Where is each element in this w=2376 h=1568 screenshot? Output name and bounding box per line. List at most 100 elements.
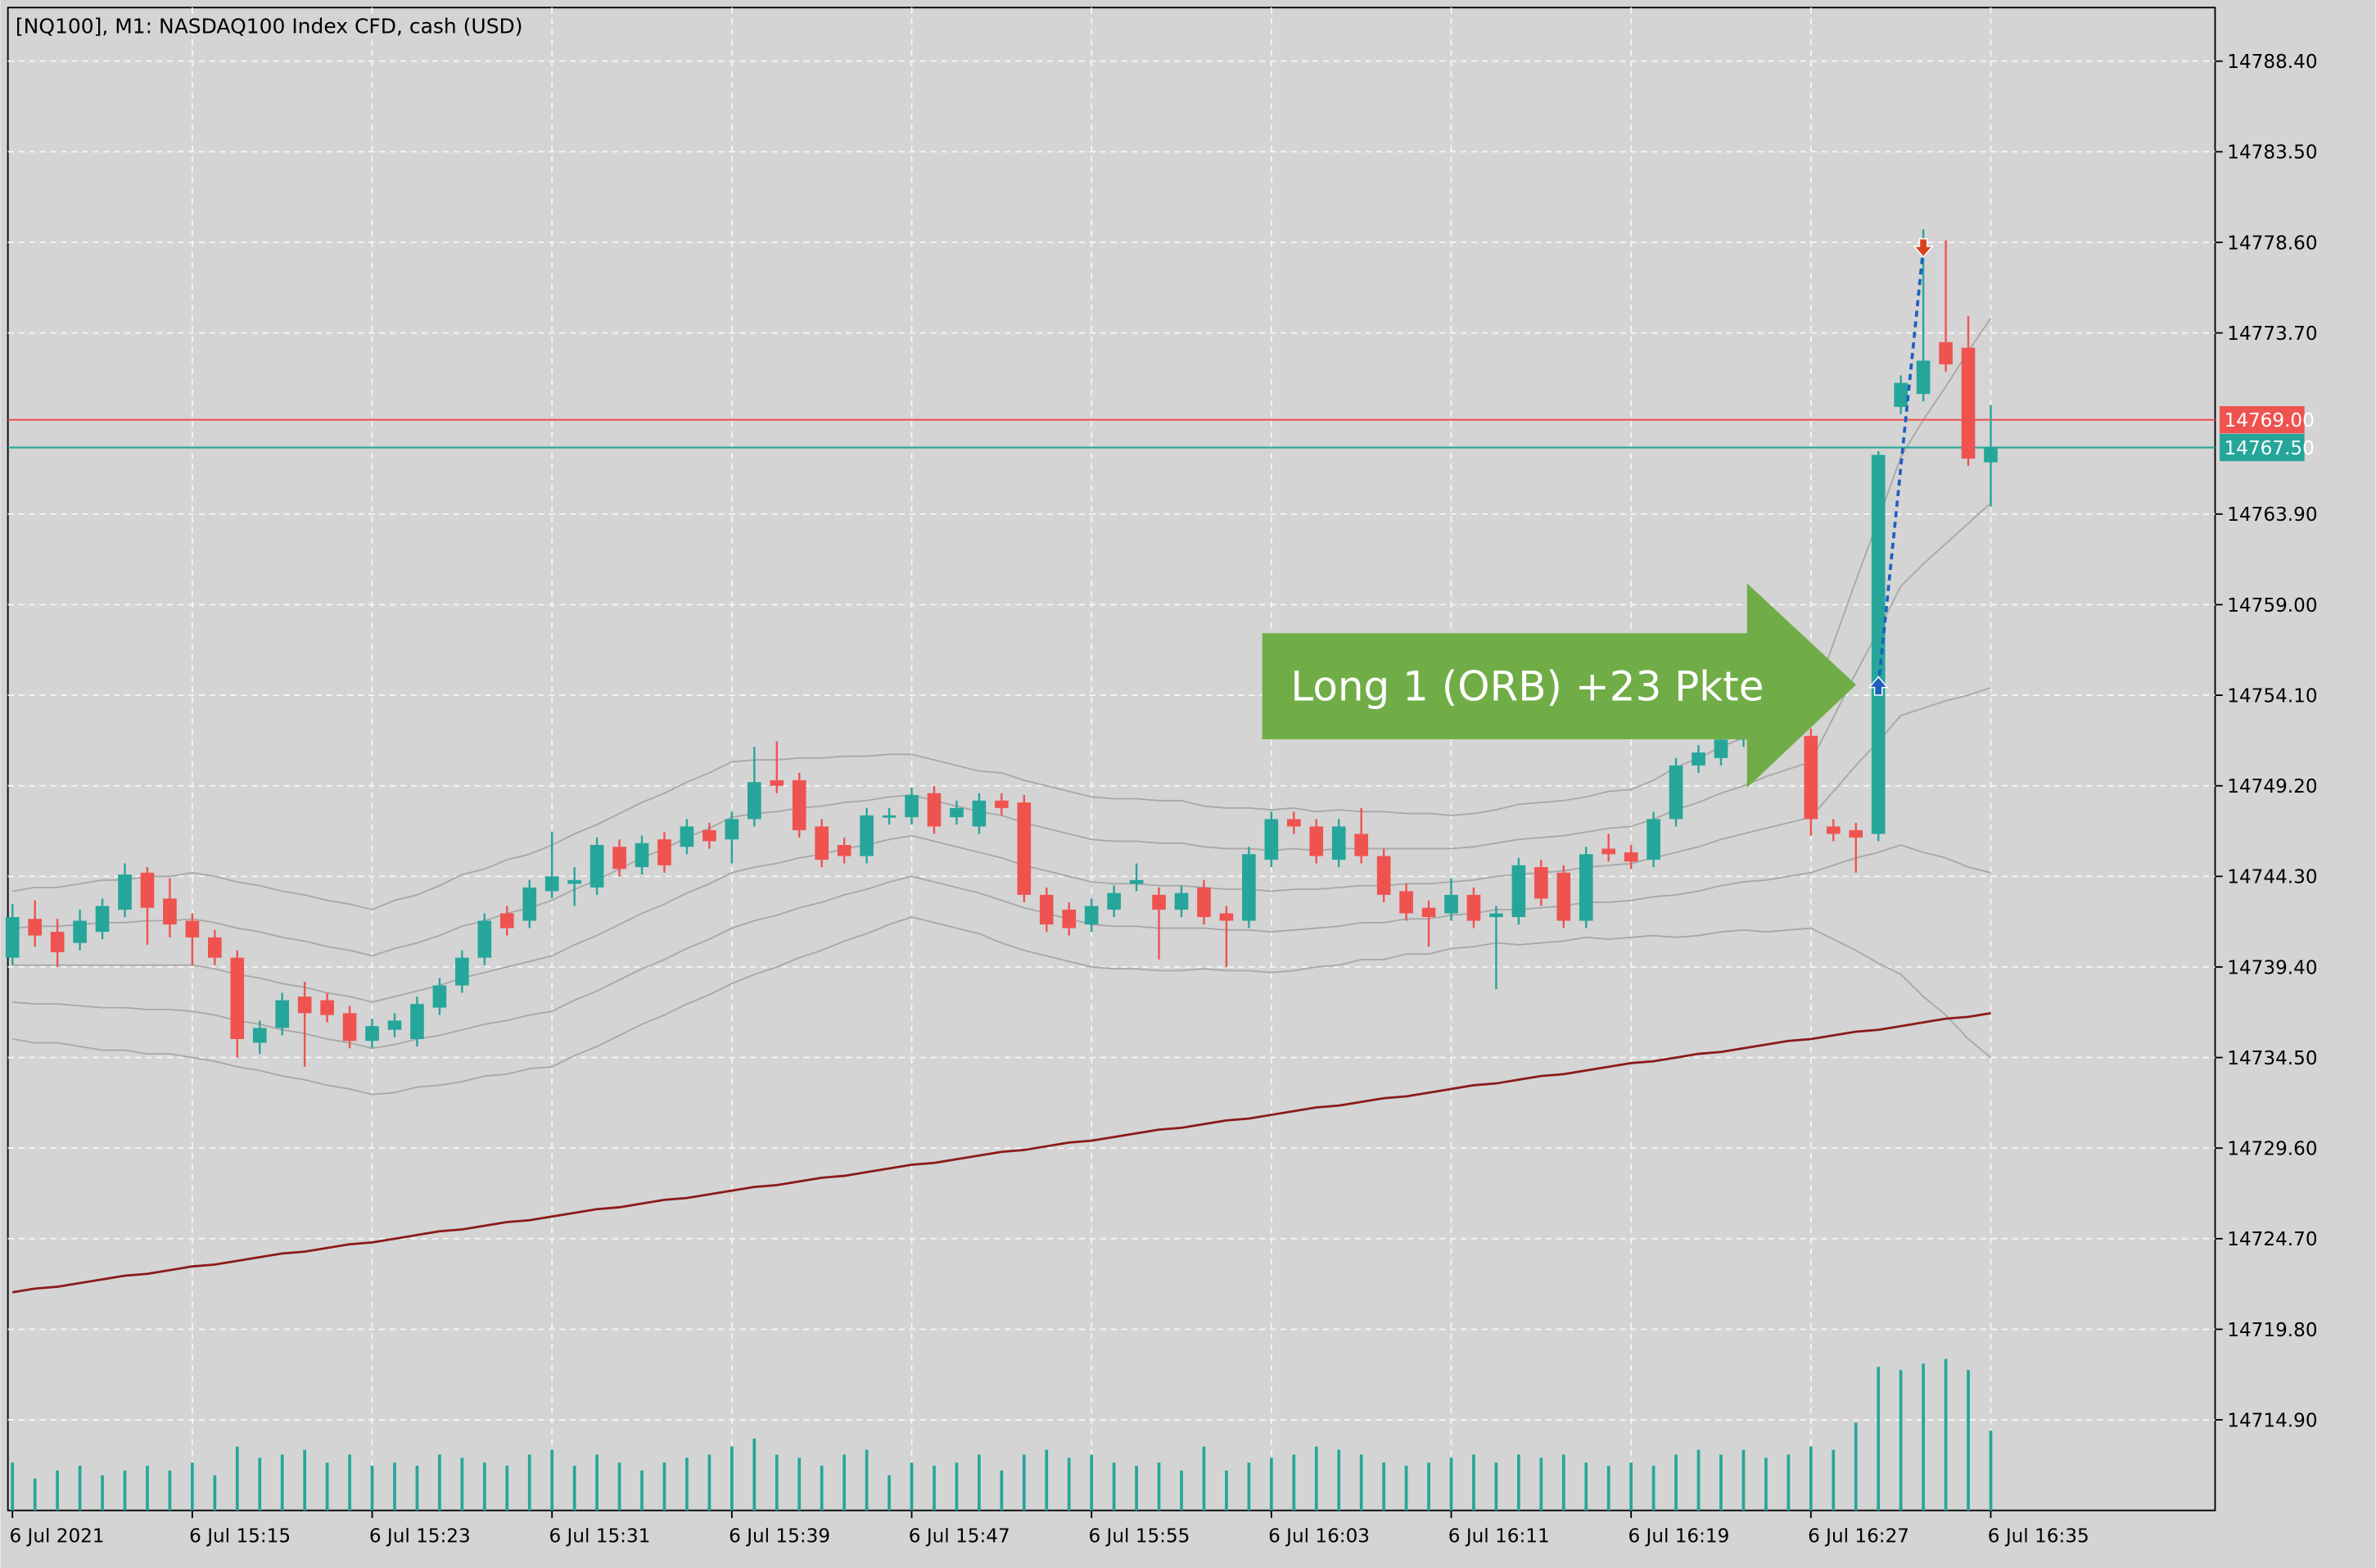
x-tick-label: 6 Jul 16:35 — [1988, 1526, 2089, 1548]
y-tick-label: 14724.70 — [2227, 1229, 2317, 1250]
candle-body — [612, 847, 626, 870]
candle-body — [1646, 819, 1660, 861]
candle-body — [432, 985, 447, 1008]
indicator-line — [12, 916, 1992, 1096]
candle-body — [1286, 819, 1301, 827]
price-label: 14769.00 — [2225, 410, 2315, 432]
candle-body — [522, 887, 537, 921]
indicator-line — [12, 843, 1991, 1050]
y-tick-label: 14734.50 — [2227, 1048, 2317, 1069]
candle-body — [342, 1013, 357, 1042]
candle-body — [1376, 856, 1391, 895]
candle-body — [725, 819, 739, 840]
y-tick-label: 14783.50 — [2227, 142, 2317, 164]
y-tick-label: 14778.60 — [2227, 233, 2317, 254]
candle-body — [1579, 854, 1593, 921]
candle-body — [815, 826, 829, 861]
plot-frame — [7, 7, 2216, 1512]
candle-body — [1174, 892, 1189, 910]
candle-body — [410, 1004, 424, 1039]
candle-body — [995, 800, 1009, 808]
x-tick-label: 6 Jul 15:55 — [1088, 1526, 1190, 1548]
candle-body — [1601, 848, 1616, 855]
candle-body — [477, 920, 492, 958]
y-tick-label: 14759.00 — [2227, 595, 2317, 617]
candle-body — [297, 996, 312, 1014]
candle-body — [1084, 906, 1099, 925]
entry-marker — [1868, 676, 1889, 696]
candle-body — [1534, 867, 1548, 899]
candle-body — [635, 843, 649, 868]
candle-body — [680, 826, 694, 847]
x-tick-label: 6 Jul 15:47 — [909, 1526, 1010, 1548]
candle-body — [1804, 735, 1818, 820]
candle-body — [320, 1000, 334, 1015]
candle-body — [1916, 360, 1931, 395]
candle-body — [1826, 826, 1841, 834]
candle-body — [208, 937, 222, 958]
candle-body — [1984, 447, 1998, 463]
candle-body — [1849, 829, 1863, 838]
candle-body — [837, 844, 851, 856]
x-tick-label: 6 Jul 16:19 — [1628, 1526, 1729, 1548]
candle-body — [73, 920, 87, 943]
candle-body — [28, 919, 42, 936]
candle-body — [972, 800, 987, 827]
x-tick-label: 6 Jul 15:23 — [369, 1526, 471, 1548]
y-tick-label: 14744.30 — [2227, 867, 2317, 888]
candle-body — [118, 874, 132, 910]
candle-body — [1354, 834, 1368, 856]
candle-body — [5, 916, 20, 958]
x-tick-label: 6 Jul 15:39 — [729, 1526, 830, 1548]
candle-body — [252, 1028, 267, 1043]
candle-body — [1399, 891, 1413, 914]
y-tick-label: 14729.60 — [2227, 1139, 2317, 1160]
y-tick-label: 14773.70 — [2227, 323, 2317, 345]
candle-body — [1894, 382, 1908, 407]
y-tick-label: 14763.90 — [2227, 504, 2317, 526]
x-tick-label: 6 Jul 15:15 — [189, 1526, 291, 1548]
candle-body — [455, 957, 469, 986]
candle-body — [185, 920, 200, 938]
y-tick-label: 14719.80 — [2227, 1320, 2317, 1341]
x-tick-label: 6 Jul 16:03 — [1268, 1526, 1370, 1548]
chart-title: [NQ100], M1: NASDAQ100 Index CFD, cash (… — [16, 15, 523, 38]
candle-body — [275, 1000, 290, 1028]
y-tick-label: 14714.90 — [2227, 1410, 2317, 1431]
candle-body — [499, 913, 514, 929]
candle-body — [1939, 341, 1953, 364]
candle-body — [1556, 872, 1571, 921]
candle-body — [1489, 913, 1503, 917]
candle-body — [1624, 852, 1638, 862]
price-label-box — [2220, 406, 2305, 434]
candle-body — [927, 793, 942, 827]
candle-body — [1264, 819, 1279, 861]
candle-body — [905, 794, 919, 818]
candle-body — [1421, 907, 1436, 917]
candle-body — [140, 872, 155, 908]
candle-body — [365, 1026, 379, 1042]
indicator-line — [12, 318, 1992, 911]
candle-body — [1017, 802, 1032, 895]
candle-body — [770, 779, 784, 786]
candle-body — [1197, 887, 1211, 917]
indicator-line — [11, 1012, 1991, 1294]
exit-marker — [1913, 237, 1934, 258]
candle-body — [1669, 765, 1683, 820]
y-tick-label: 14749.20 — [2227, 776, 2317, 798]
candle-body — [1152, 894, 1166, 910]
candle-body — [950, 807, 964, 818]
candle-body — [1062, 909, 1077, 929]
candle-body — [1961, 347, 1976, 459]
candle-body — [657, 839, 671, 865]
candle-body — [1331, 826, 1346, 861]
candle-body — [792, 779, 806, 830]
candle-body — [860, 815, 874, 856]
candle-body — [1039, 894, 1054, 925]
y-tick-label: 14788.40 — [2227, 52, 2317, 73]
candle-body — [1107, 892, 1121, 910]
candle-body — [747, 782, 761, 820]
candle-body — [1871, 454, 1886, 834]
